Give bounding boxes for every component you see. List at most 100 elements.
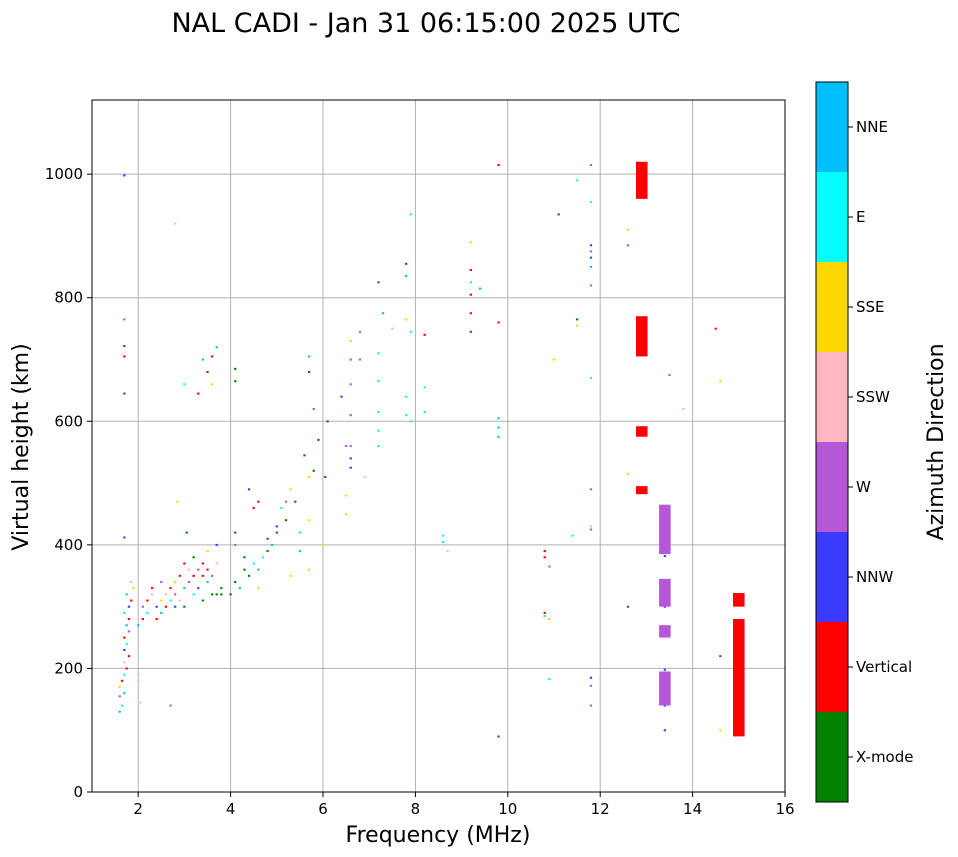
echo-point: [377, 281, 380, 284]
echo-point: [137, 673, 140, 676]
echo-point: [349, 466, 352, 469]
echo-point: [575, 318, 579, 321]
echo-point: [349, 445, 352, 448]
echo-point: [668, 374, 671, 377]
echo-point: [349, 457, 352, 460]
echo-point: [125, 624, 128, 627]
x-tick-label: 12: [591, 800, 610, 818]
echo-point: [307, 370, 311, 373]
echo-point: [469, 268, 472, 271]
echo-point: [589, 201, 593, 204]
echo-point: [174, 593, 177, 596]
echo-point: [497, 426, 500, 429]
echo-point: [543, 614, 546, 617]
colorbar-frame: [815, 81, 849, 803]
echo-point: [589, 704, 593, 707]
echo-point: [220, 593, 223, 596]
echo-point: [234, 543, 237, 546]
colorbar-label: W: [856, 478, 871, 496]
echo-point: [478, 287, 482, 290]
echo-point: [358, 330, 362, 333]
echo-point: [344, 513, 348, 516]
echo-point: [663, 704, 667, 707]
echo-point: [340, 395, 343, 398]
echo-point: [682, 408, 685, 411]
echo-point: [377, 429, 380, 432]
echo-point: [123, 174, 126, 177]
echo-point: [307, 475, 311, 478]
echo-point: [201, 562, 205, 565]
echo-point: [289, 488, 292, 491]
echo-point: [178, 574, 181, 577]
echo-column: [733, 619, 745, 737]
echo-point: [125, 667, 128, 670]
y-tick-label: 0: [73, 783, 83, 801]
echo-point: [405, 414, 408, 417]
echo-point: [120, 679, 124, 682]
echo-point: [192, 593, 195, 596]
echo-point: [377, 411, 380, 414]
echo-point: [381, 312, 385, 315]
echo-point: [118, 695, 121, 698]
echo-point: [548, 678, 551, 681]
echo-point: [344, 445, 348, 448]
echo-point: [174, 605, 177, 608]
echo-point: [589, 256, 593, 259]
echo-point: [118, 686, 121, 689]
echo-point: [215, 593, 218, 596]
colorbar-label: SSE: [856, 298, 885, 316]
echo-point: [169, 599, 172, 602]
echo-point: [123, 318, 126, 321]
echo-point: [118, 710, 121, 713]
x-tick-label: 8: [411, 800, 421, 818]
echo-point: [284, 500, 288, 503]
echo-point: [125, 642, 128, 645]
echo-point: [324, 475, 327, 478]
echo-point: [125, 593, 128, 596]
echo-point: [185, 531, 188, 534]
echo-point: [409, 420, 412, 423]
colorbar-label: NNE: [856, 118, 888, 136]
echo-point: [178, 599, 181, 602]
echo-point: [215, 543, 218, 546]
echo-point: [446, 550, 449, 553]
echo-point: [405, 318, 408, 321]
echo-point: [215, 346, 218, 349]
echo-point: [206, 370, 209, 373]
y-tick-label: 800: [54, 289, 83, 307]
echo-point: [132, 587, 135, 590]
echo-point: [123, 392, 126, 395]
echo-point: [663, 668, 667, 671]
echo-point: [469, 330, 472, 333]
colorbar-label: NNW: [856, 568, 893, 586]
echo-point: [548, 565, 551, 568]
echo-point: [176, 500, 179, 503]
echo-point: [183, 383, 186, 386]
echo-point: [150, 593, 154, 596]
echo-point: [469, 241, 472, 244]
echo-point: [130, 599, 133, 602]
echo-point: [234, 380, 237, 383]
echo-point: [409, 330, 412, 333]
echo-point: [307, 568, 311, 571]
echo-point: [307, 519, 311, 522]
echo-point: [377, 380, 380, 383]
echo-point: [469, 281, 472, 284]
echo-point: [234, 531, 237, 534]
echo-point: [243, 556, 246, 559]
echo-point: [589, 684, 593, 687]
echo-point: [187, 568, 191, 571]
echo-point: [571, 534, 574, 537]
echo-point: [423, 386, 426, 389]
echo-point: [543, 611, 546, 614]
echo-point: [160, 599, 163, 602]
echo-point: [127, 655, 131, 658]
echo-point: [127, 618, 131, 621]
echo-point: [201, 574, 205, 577]
echo-point: [312, 469, 315, 472]
echo-point: [298, 550, 302, 553]
echo-point: [123, 536, 126, 539]
echo-point: [719, 655, 722, 658]
echo-point: [363, 475, 366, 478]
echo-point: [160, 581, 163, 584]
